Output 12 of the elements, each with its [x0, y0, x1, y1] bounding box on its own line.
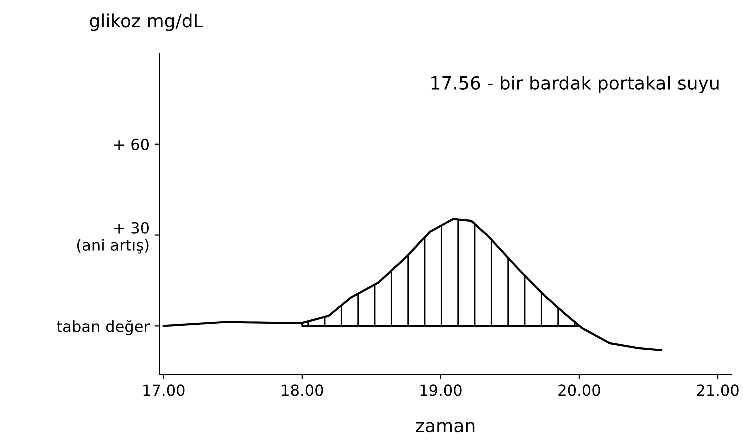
x-tick-label: 18.00 [282, 384, 324, 396]
y-tick-label: + 60 [114, 138, 150, 150]
annotation: 17.56 - bir bardak portakal suyu [432, 76, 719, 94]
x-tick-label: 17.00 [144, 384, 185, 396]
y-axis-title: glikoz mg/dL [90, 14, 204, 32]
x-tick-label: 19.00 [420, 384, 462, 396]
line-series [162, 218, 662, 352]
x-axis-title: zaman [416, 422, 475, 433]
y-tick-label: + 30 (ani artış) [77, 222, 150, 254]
y-tick-label: taban değer [57, 320, 150, 336]
x-tick-label: 21.00 [697, 384, 739, 396]
x-tick-label: 20.00 [558, 384, 600, 396]
